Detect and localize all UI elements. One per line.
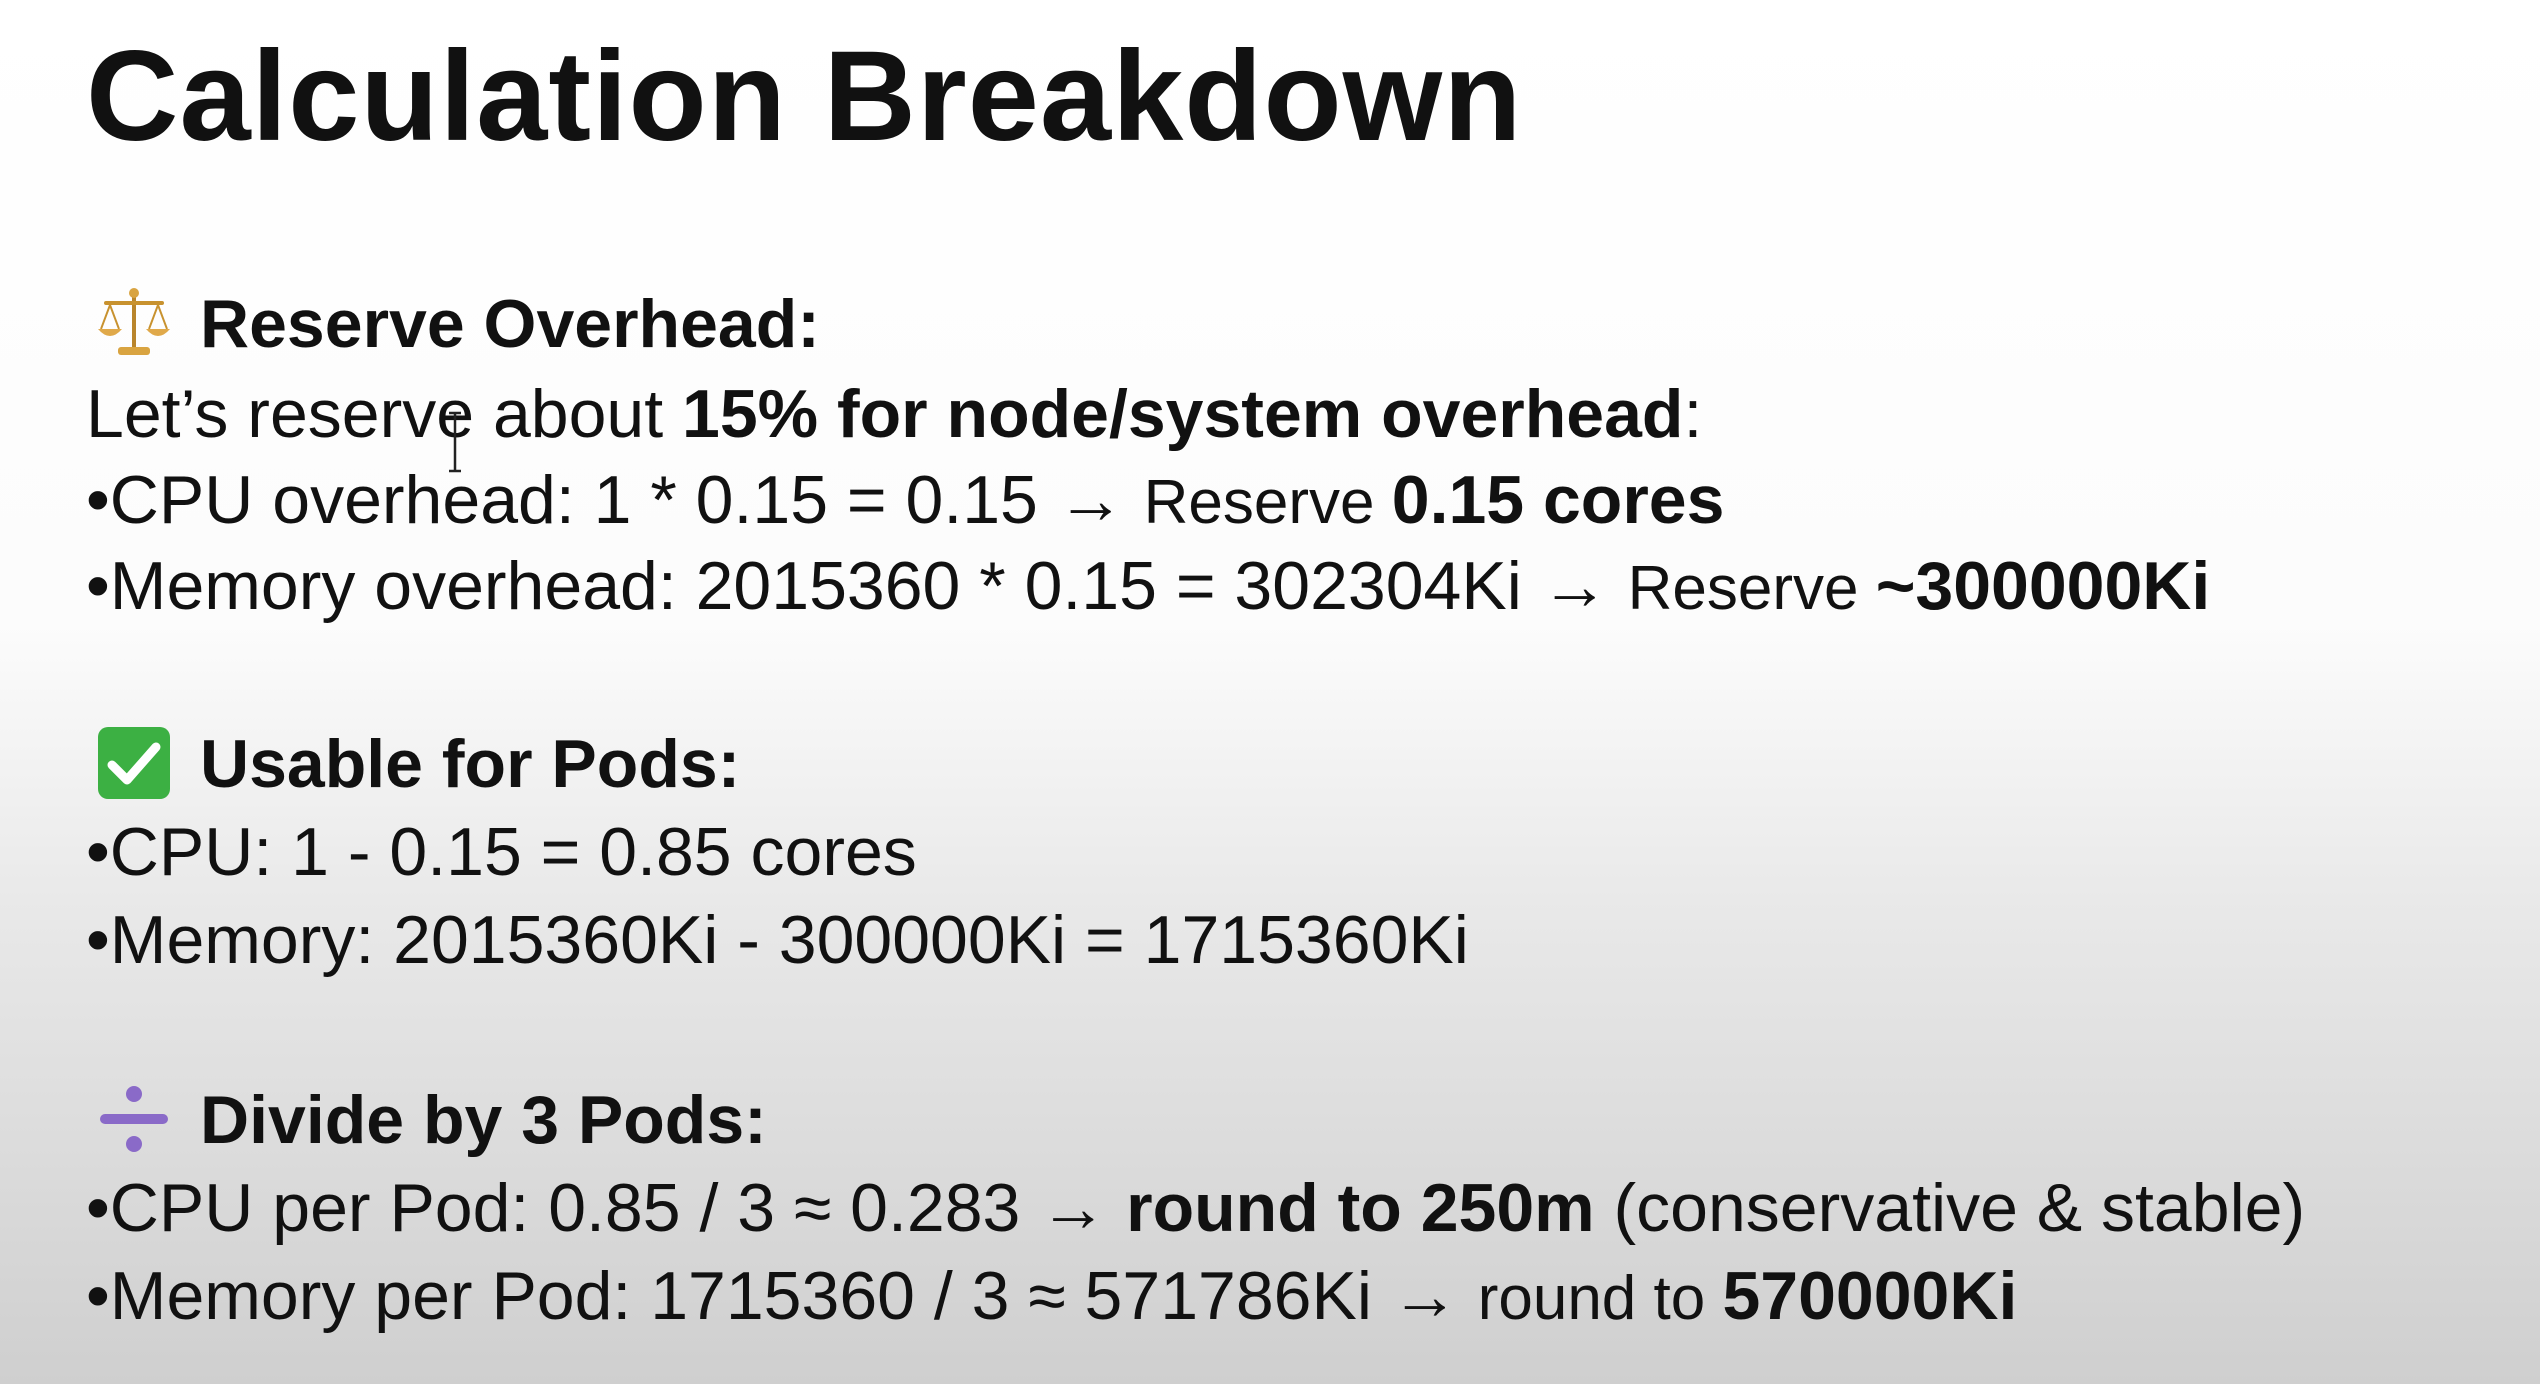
- cpu-round-note: (conservative & stable): [1594, 1170, 2306, 1246]
- divide-heading-row: Divide by 3 Pods:: [86, 1078, 767, 1163]
- memory-per-pod-line: •Memory per Pod: 1715360 / 3 ≈ 571786Ki …: [86, 1254, 2017, 1341]
- cpu-per-pod-line: •CPU per Pod: 0.85 / 3 ≈ 0.283 → round t…: [86, 1166, 2305, 1250]
- reserve-intro: Let’s reserve about 15% for node/system …: [86, 372, 1702, 456]
- cpu-overhead-line: •CPU overhead: 1 * 0.15 = 0.15 → Reserve…: [86, 458, 1724, 545]
- usable-heading: Usable for Pods:: [200, 726, 741, 802]
- text-cursor-icon: [449, 411, 461, 473]
- usable-memory-line: •Memory: 2015360Ki - 300000Ki = 1715360K…: [86, 902, 1469, 978]
- reserve-heading-row: Reserve Overhead:: [86, 282, 820, 367]
- memory-reserve-value: ~300000Ki: [1875, 548, 2211, 624]
- reserve-heading: Reserve Overhead:: [200, 286, 820, 362]
- cpu-round-value: round to 250m: [1126, 1170, 1595, 1246]
- cpu-overhead-text: •CPU overhead: 1 * 0.15 = 0.15 →: [86, 462, 1144, 538]
- memory-round-label: round to: [1477, 1264, 1723, 1333]
- usable-heading-row: Usable for Pods:: [86, 722, 740, 807]
- memory-overhead-text: •Memory overhead: 2015360 * 0.15 = 30230…: [86, 548, 1628, 624]
- cpu-reserve-value: 0.15 cores: [1391, 462, 1725, 538]
- divide-icon: [96, 1081, 172, 1157]
- cpu-per-pod-text: •CPU per Pod: 0.85 / 3 ≈ 0.283 →: [86, 1170, 1127, 1246]
- memory-reserve-label: Reserve: [1627, 554, 1876, 623]
- slide-title: Calculation Breakdown: [86, 25, 1523, 168]
- memory-overhead-line: •Memory overhead: 2015360 * 0.15 = 30230…: [86, 544, 2210, 631]
- scales-icon: [96, 285, 172, 361]
- reserve-intro-bold: 15% for node/system overhead: [682, 376, 1684, 452]
- divide-heading: Divide by 3 Pods:: [200, 1082, 767, 1158]
- memory-per-pod-text: •Memory per Pod: 1715360 / 3 ≈ 571786Ki …: [86, 1258, 1478, 1334]
- check-mark-icon: [96, 725, 172, 801]
- memory-round-value: 570000Ki: [1722, 1258, 2018, 1334]
- cpu-reserve-label: Reserve: [1143, 468, 1392, 537]
- usable-cpu-line: •CPU: 1 - 0.15 = 0.85 cores: [86, 814, 917, 890]
- reserve-intro-post: :: [1683, 376, 1703, 452]
- reserve-intro-pre: Let’s reserve about: [86, 376, 682, 452]
